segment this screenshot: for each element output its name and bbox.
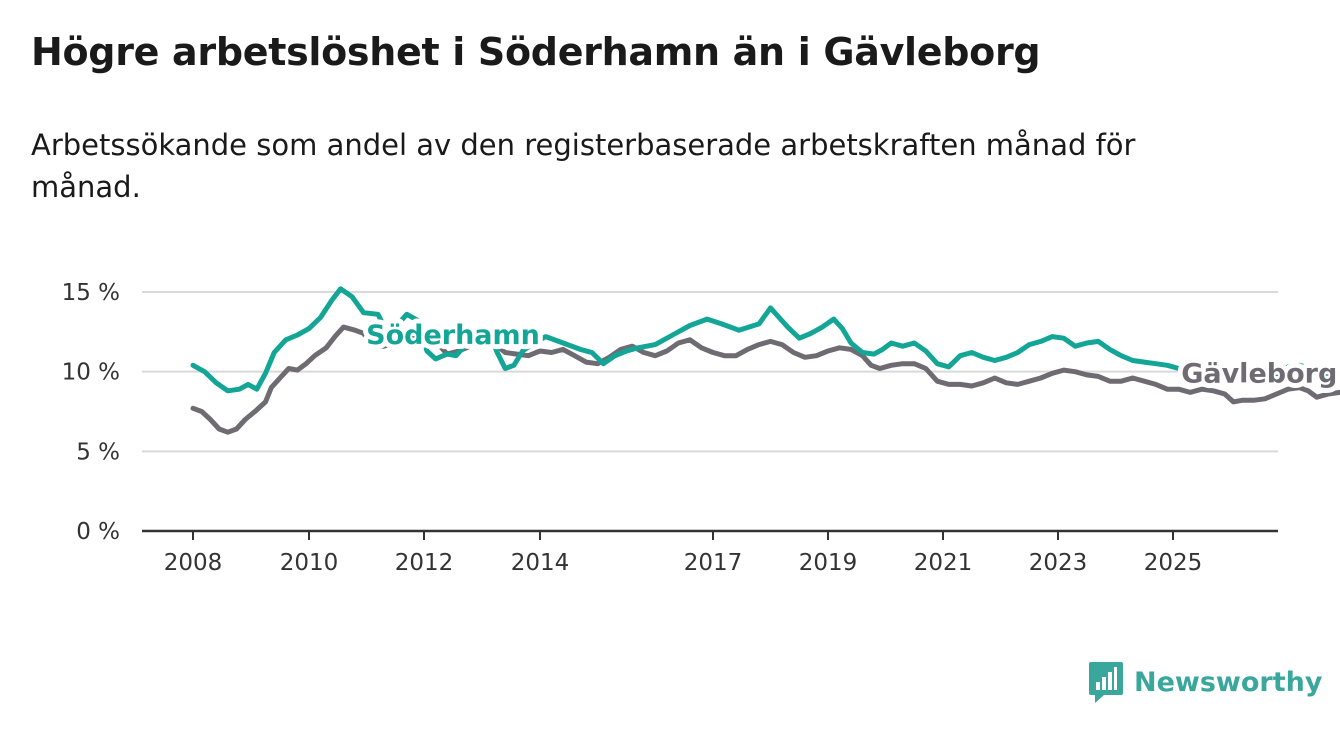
- y-tick-label: 15 %: [62, 280, 120, 306]
- y-tick-label: 10 %: [62, 360, 120, 386]
- y-axis-labels: 0 % 5 % 10 % 15 %: [62, 280, 120, 545]
- series-lines: [190, 286, 1340, 435]
- newsworthy-logo-icon: [1089, 662, 1123, 703]
- brand-name: Newsworthy: [1134, 666, 1323, 698]
- x-tick-label: 2019: [799, 550, 858, 576]
- x-tick-label: 2014: [511, 550, 570, 576]
- x-tick-label: 2010: [280, 550, 339, 576]
- series-line-gävleborg: [190, 324, 1340, 435]
- y-tick-label: 0 %: [76, 519, 120, 545]
- series-label-gävleborg: Gävleborg: [1181, 358, 1337, 389]
- series-label-söderhamn: Söderhamn: [366, 320, 540, 351]
- x-tick-label: 2021: [914, 550, 973, 576]
- series-line-söderhamn: [190, 286, 1340, 394]
- chart-title: Högre arbetslöshet i Söderhamn än i Gävl…: [31, 30, 1041, 74]
- series-labels: Söderhamn9,1 %Gävleborg8,1 %: [361, 315, 1340, 394]
- y-tick-label: 5 %: [76, 439, 120, 465]
- x-tick-label: 2025: [1144, 550, 1203, 576]
- x-tick-label: 2012: [395, 550, 454, 576]
- x-axis: 2008 2010 2012 2014 2017 2019 2021 2023 2025: [142, 529, 1278, 576]
- x-tick-label: 2017: [684, 550, 743, 576]
- gridlines: [142, 291, 1278, 453]
- x-tick-label: 2023: [1029, 550, 1088, 576]
- newsworthy-brand: Newsworthy: [1088, 660, 1322, 704]
- chart-subtitle: Arbetssökande som andel av den registerb…: [31, 128, 1136, 204]
- x-tick-label: 2008: [164, 550, 223, 576]
